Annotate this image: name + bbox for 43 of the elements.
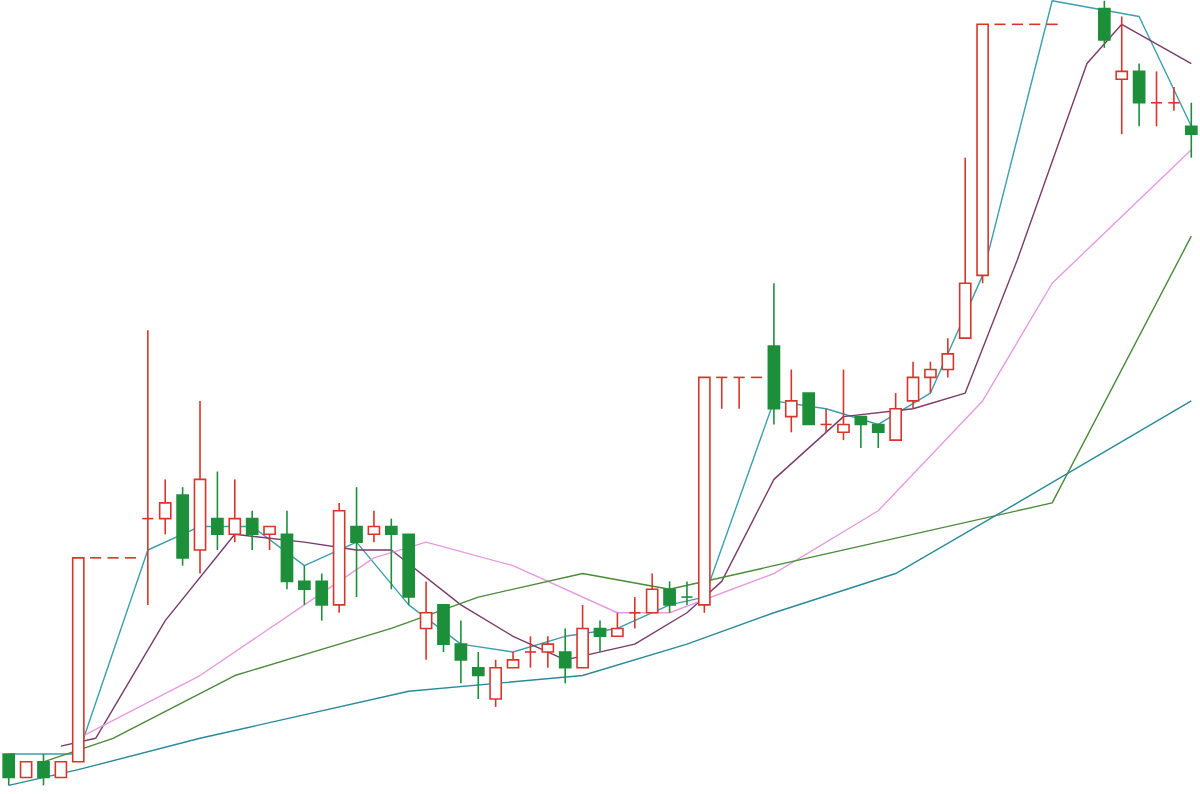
candlestick [1115, 15, 1129, 135]
candlestick [37, 752, 50, 786]
candlestick [158, 478, 172, 535]
candlestick [245, 509, 259, 551]
candlestick [1184, 101, 1198, 159]
candlestick [802, 391, 816, 425]
candlestick [871, 423, 885, 449]
candlestick [471, 650, 485, 700]
candlestick [906, 360, 920, 410]
candlestick [367, 509, 381, 543]
candlestick [924, 360, 937, 394]
candlestick [593, 619, 607, 653]
candlestick [837, 368, 850, 441]
candlestick [784, 368, 798, 433]
candlestick [558, 627, 572, 684]
candlestick [576, 603, 589, 669]
candlestick [384, 517, 398, 590]
candlestick [454, 619, 468, 684]
candlestick [663, 580, 676, 614]
candlestick [228, 478, 242, 543]
candlestick [280, 509, 294, 590]
candlestick [297, 564, 311, 606]
candlestick [645, 572, 659, 614]
candlestick [350, 486, 363, 598]
candlestick [419, 580, 433, 661]
candlestick [489, 658, 503, 708]
candlestick [1150, 70, 1163, 127]
candlestick [524, 635, 537, 669]
candlestick [1097, 0, 1111, 49]
candlestick [211, 470, 224, 551]
candlestick [941, 336, 955, 378]
candlestick [2, 752, 16, 786]
candlestick [263, 525, 276, 551]
candlestick [315, 572, 329, 622]
candlestick [437, 603, 450, 653]
candlestick [854, 415, 868, 449]
candlestick [611, 611, 624, 637]
candlestick [1167, 85, 1181, 112]
candlestick [680, 580, 694, 606]
candlestick [889, 391, 903, 441]
candlestick [1132, 62, 1146, 127]
candlestick [628, 595, 642, 629]
candlestick [541, 635, 555, 669]
